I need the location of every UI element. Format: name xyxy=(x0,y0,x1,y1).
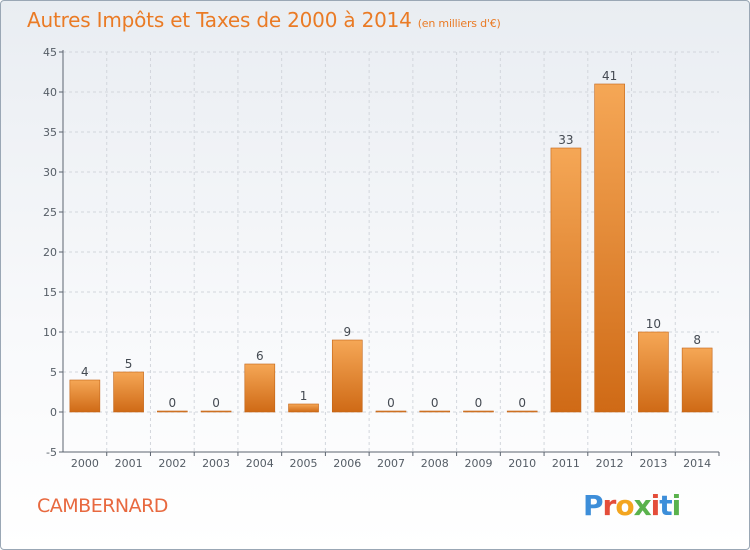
place-name: CAMBERNARD xyxy=(37,495,168,517)
bar-2007 xyxy=(375,410,407,413)
data-label-2006: 9 xyxy=(343,325,351,339)
x-tick-label: 2012 xyxy=(596,457,624,470)
bar-2000 xyxy=(69,379,101,413)
bar-2011 xyxy=(550,147,582,413)
x-tick-label: 2014 xyxy=(683,457,711,470)
bar-2004 xyxy=(244,363,276,413)
y-tick-label: 10 xyxy=(43,326,57,339)
bar-2009 xyxy=(463,410,494,413)
data-label-2010: 0 xyxy=(518,396,526,410)
data-label-2009: 0 xyxy=(475,396,483,410)
bar-2002 xyxy=(157,410,188,413)
data-label-2007: 0 xyxy=(387,396,395,410)
x-tick-label: 2013 xyxy=(639,457,667,470)
x-tick-label: 2007 xyxy=(377,457,405,470)
logo-letter: o xyxy=(615,489,634,522)
x-tick-label: 2010 xyxy=(508,457,536,470)
logo-letter: i xyxy=(671,489,682,522)
logo-letter: r xyxy=(602,489,617,522)
bar-2005 xyxy=(288,403,319,413)
data-labels: 4 5 0 0 6 1 9 0 0 0 0 33 41 10 8 xyxy=(81,69,701,410)
x-tick-label: 2001 xyxy=(115,457,143,470)
y-tick-label: 30 xyxy=(43,166,57,179)
y-tick-label: 15 xyxy=(43,286,57,299)
chart-title: Autres Impôts et Taxes de 2000 à 2014 (en… xyxy=(27,8,501,32)
chart-subtitle: (en milliers d'€) xyxy=(417,17,501,30)
bar-2006 xyxy=(331,339,363,413)
data-label-2012: 41 xyxy=(602,69,617,83)
data-label-2008: 0 xyxy=(431,396,439,410)
y-tick-label: 25 xyxy=(43,206,57,219)
y-tick-label: 5 xyxy=(50,366,57,379)
data-label-2002: 0 xyxy=(169,396,177,410)
logo-letter: i xyxy=(650,489,661,522)
bar-2014 xyxy=(681,347,713,413)
bar-2001 xyxy=(113,371,144,413)
y-tick-label: 20 xyxy=(43,246,57,259)
data-label-2011: 33 xyxy=(558,133,573,147)
proxiti-logo[interactable]: Proxiti xyxy=(583,489,682,522)
x-tick-label: 2011 xyxy=(552,457,580,470)
x-tick-label: 2002 xyxy=(158,457,186,470)
logo-letter: P xyxy=(583,489,604,522)
x-tick-label: 2006 xyxy=(333,457,361,470)
bar-2010 xyxy=(506,410,538,413)
data-label-2005: 1 xyxy=(300,389,308,403)
x-tick-label: 2004 xyxy=(246,457,274,470)
y-tick-label: 0 xyxy=(50,406,57,419)
y-tick-label: -5 xyxy=(46,446,57,459)
data-label-2004: 6 xyxy=(256,349,264,363)
data-label-2001: 5 xyxy=(125,357,133,371)
bar-2003 xyxy=(200,410,232,413)
x-tick-label: 2009 xyxy=(464,457,492,470)
logo-letter: t xyxy=(659,489,672,522)
x-tick-label: 2005 xyxy=(290,457,318,470)
bar-2008 xyxy=(419,410,451,413)
bar-2012 xyxy=(594,83,625,413)
chart-title-text: Autres Impôts et Taxes de 2000 à 2014 xyxy=(27,8,412,32)
x-tick-label: 2003 xyxy=(202,457,230,470)
data-label-2003: 0 xyxy=(212,396,220,410)
y-tick-label: 40 xyxy=(43,86,57,99)
bar-2013 xyxy=(638,331,669,413)
x-tick-label: 2000 xyxy=(71,457,99,470)
x-tick-label: 2008 xyxy=(421,457,449,470)
bars xyxy=(69,83,713,413)
data-label-2013: 10 xyxy=(646,317,661,331)
y-tick-label: 35 xyxy=(43,126,57,139)
logo-letter: x xyxy=(633,489,652,522)
y-tick-label: 45 xyxy=(43,46,57,59)
data-label-2000: 4 xyxy=(81,365,89,379)
data-label-2014: 8 xyxy=(693,333,701,347)
